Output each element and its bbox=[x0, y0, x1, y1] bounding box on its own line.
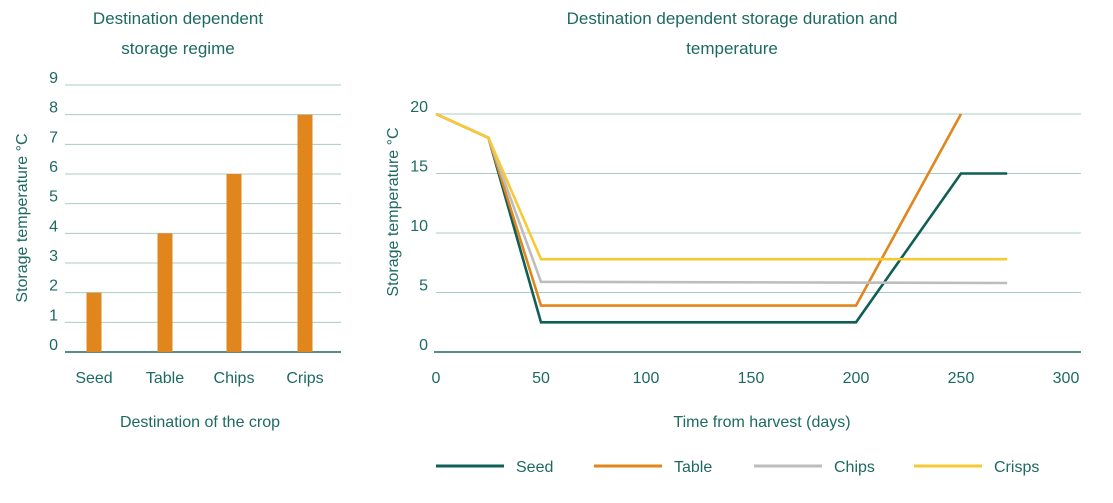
line-x-tick-label: 300 bbox=[1053, 370, 1080, 387]
series-line-crisps bbox=[435, 112, 1008, 261]
bar-y-tick-label: 0 bbox=[49, 337, 58, 354]
legend-label: Crisps bbox=[994, 459, 1039, 476]
legend-label: Seed bbox=[516, 459, 553, 476]
bar-y-tick-label: 1 bbox=[49, 307, 58, 324]
line-chart: Destination dependent storage duration a… bbox=[385, 9, 1081, 476]
line-chart-title-line-1: Destination dependent storage duration a… bbox=[567, 9, 898, 28]
line-x-tick-label: 0 bbox=[432, 370, 441, 387]
legend-item-chips: Chips bbox=[754, 459, 875, 476]
bar-y-tick-label: 3 bbox=[49, 248, 58, 265]
legend-label: Chips bbox=[834, 459, 875, 476]
legend-item-table: Table bbox=[594, 459, 712, 476]
bar-x-tick-label: Chips bbox=[214, 370, 255, 387]
line-x-tick-label: 150 bbox=[738, 370, 765, 387]
bar-y-tick-label: 5 bbox=[49, 189, 58, 206]
line-y-tick-label: 20 bbox=[410, 99, 428, 116]
legend-item-crisps: Crisps bbox=[914, 459, 1039, 476]
line-chart-title-line-2: temperature bbox=[686, 39, 778, 58]
bar-x-tick-label: Table bbox=[146, 370, 184, 387]
line-chart-x-axis-label: Time from harvest (days) bbox=[673, 414, 850, 431]
legend-item-seed: Seed bbox=[436, 459, 553, 476]
bar-chart-y-axis-label: Storage temperature °C bbox=[14, 133, 31, 302]
bar-crips bbox=[297, 114, 313, 353]
line-x-tick-label: 50 bbox=[532, 370, 550, 387]
line-y-tick-label: 5 bbox=[419, 278, 428, 295]
line-y-tick-label: 0 bbox=[419, 337, 428, 354]
bar-y-tick-label: 6 bbox=[49, 159, 58, 176]
bar-x-tick-label: Crips bbox=[286, 370, 323, 387]
bar-table bbox=[157, 233, 173, 352]
bar-y-tick-label: 7 bbox=[49, 129, 58, 146]
bar-chart: Destination dependent storage regime Sto… bbox=[14, 9, 341, 431]
bar-y-tick-label: 8 bbox=[49, 100, 58, 117]
line-x-tick-label: 100 bbox=[633, 370, 660, 387]
line-y-tick-label: 10 bbox=[410, 218, 428, 235]
bar-seed bbox=[86, 292, 102, 352]
series-line-seed bbox=[435, 112, 1008, 324]
bar-chart-x-axis-label: Destination of the crop bbox=[120, 414, 280, 431]
line-x-tick-label: 250 bbox=[948, 370, 975, 387]
line-x-tick-label: 200 bbox=[843, 370, 870, 387]
bar-y-tick-label: 4 bbox=[49, 218, 58, 235]
bar-chips bbox=[226, 174, 242, 352]
bar-chart-title-line-2: storage regime bbox=[121, 39, 234, 58]
legend-label: Table bbox=[674, 459, 712, 476]
bar-x-tick-label: Seed bbox=[75, 370, 112, 387]
bar-y-tick-label: 2 bbox=[49, 278, 58, 295]
line-y-tick-label: 15 bbox=[410, 159, 428, 176]
line-chart-y-axis-label: Storage temperature °C bbox=[385, 127, 402, 296]
bar-y-tick-label: 9 bbox=[49, 70, 58, 87]
bar-chart-title-line-1: Destination dependent bbox=[93, 9, 263, 28]
